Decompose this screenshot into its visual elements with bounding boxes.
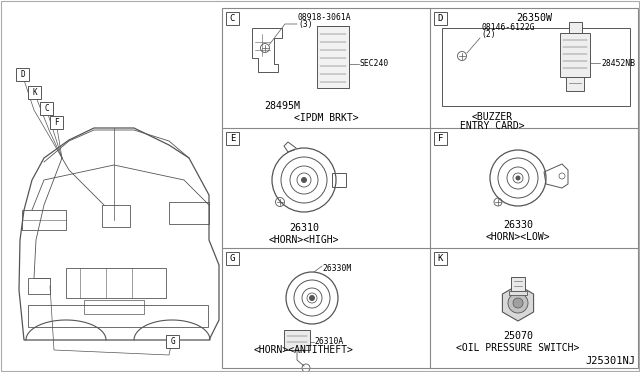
Bar bbox=[226, 252, 239, 265]
Bar bbox=[226, 132, 239, 145]
Circle shape bbox=[508, 293, 528, 313]
Text: D: D bbox=[438, 14, 443, 23]
Text: 26350W: 26350W bbox=[516, 13, 552, 23]
Bar bbox=[560, 33, 590, 77]
Text: 26310A: 26310A bbox=[314, 337, 343, 346]
Bar bbox=[222, 8, 638, 368]
Text: <BUZZER: <BUZZER bbox=[472, 112, 513, 122]
Text: G: G bbox=[230, 254, 235, 263]
Text: 26330M: 26330M bbox=[322, 264, 351, 273]
Text: 08146-6122G: 08146-6122G bbox=[481, 23, 534, 32]
Text: K: K bbox=[32, 88, 37, 97]
Text: (3): (3) bbox=[298, 20, 312, 29]
Bar bbox=[226, 12, 239, 25]
Bar bbox=[442, 28, 630, 106]
Text: 26330: 26330 bbox=[503, 220, 533, 230]
Text: J25301NJ: J25301NJ bbox=[585, 356, 635, 366]
Bar bbox=[434, 252, 447, 265]
Text: SEC240: SEC240 bbox=[360, 60, 389, 68]
Bar bbox=[569, 22, 582, 33]
Text: F: F bbox=[438, 134, 443, 143]
Bar bbox=[28, 86, 41, 99]
Text: F: F bbox=[54, 118, 59, 127]
Text: K: K bbox=[438, 254, 443, 263]
Text: <HORN><ANTITHEFT>: <HORN><ANTITHEFT> bbox=[254, 345, 354, 355]
Bar bbox=[511, 277, 525, 291]
Bar bbox=[566, 77, 584, 91]
Bar bbox=[22, 210, 66, 230]
Text: <HORN><HIGH>: <HORN><HIGH> bbox=[269, 235, 339, 245]
Bar bbox=[169, 202, 209, 224]
Bar bbox=[284, 330, 310, 350]
Text: (2): (2) bbox=[481, 30, 495, 39]
Bar bbox=[84, 300, 144, 314]
Bar bbox=[434, 132, 447, 145]
Text: <HORN><LOW>: <HORN><LOW> bbox=[486, 232, 550, 242]
Text: D: D bbox=[20, 70, 25, 79]
Bar bbox=[40, 102, 53, 115]
Circle shape bbox=[309, 295, 315, 301]
Text: 08918-3061A: 08918-3061A bbox=[298, 13, 351, 22]
Bar bbox=[102, 205, 130, 227]
Text: 26310: 26310 bbox=[289, 223, 319, 233]
Polygon shape bbox=[502, 285, 534, 321]
Bar bbox=[509, 291, 527, 295]
Text: E: E bbox=[230, 134, 235, 143]
Bar bbox=[28, 278, 50, 294]
Bar bbox=[50, 116, 63, 129]
Text: 28452NB: 28452NB bbox=[601, 58, 635, 67]
Text: 25070: 25070 bbox=[503, 331, 533, 341]
Bar bbox=[16, 68, 29, 81]
Bar bbox=[66, 268, 166, 298]
Text: 28495M: 28495M bbox=[264, 101, 300, 111]
Text: G: G bbox=[170, 337, 175, 346]
Text: ENTRY CARD>: ENTRY CARD> bbox=[460, 121, 524, 131]
Bar bbox=[332, 173, 346, 187]
Text: C: C bbox=[44, 104, 49, 113]
Bar bbox=[166, 335, 179, 348]
Bar bbox=[317, 26, 349, 88]
Text: C: C bbox=[230, 14, 235, 23]
Text: <OIL PRESSURE SWITCH>: <OIL PRESSURE SWITCH> bbox=[456, 343, 580, 353]
Circle shape bbox=[515, 176, 520, 180]
Circle shape bbox=[513, 298, 523, 308]
Bar bbox=[434, 12, 447, 25]
Text: <IPDM BRKT>: <IPDM BRKT> bbox=[294, 113, 358, 123]
Bar bbox=[28, 305, 208, 327]
Circle shape bbox=[301, 177, 307, 183]
